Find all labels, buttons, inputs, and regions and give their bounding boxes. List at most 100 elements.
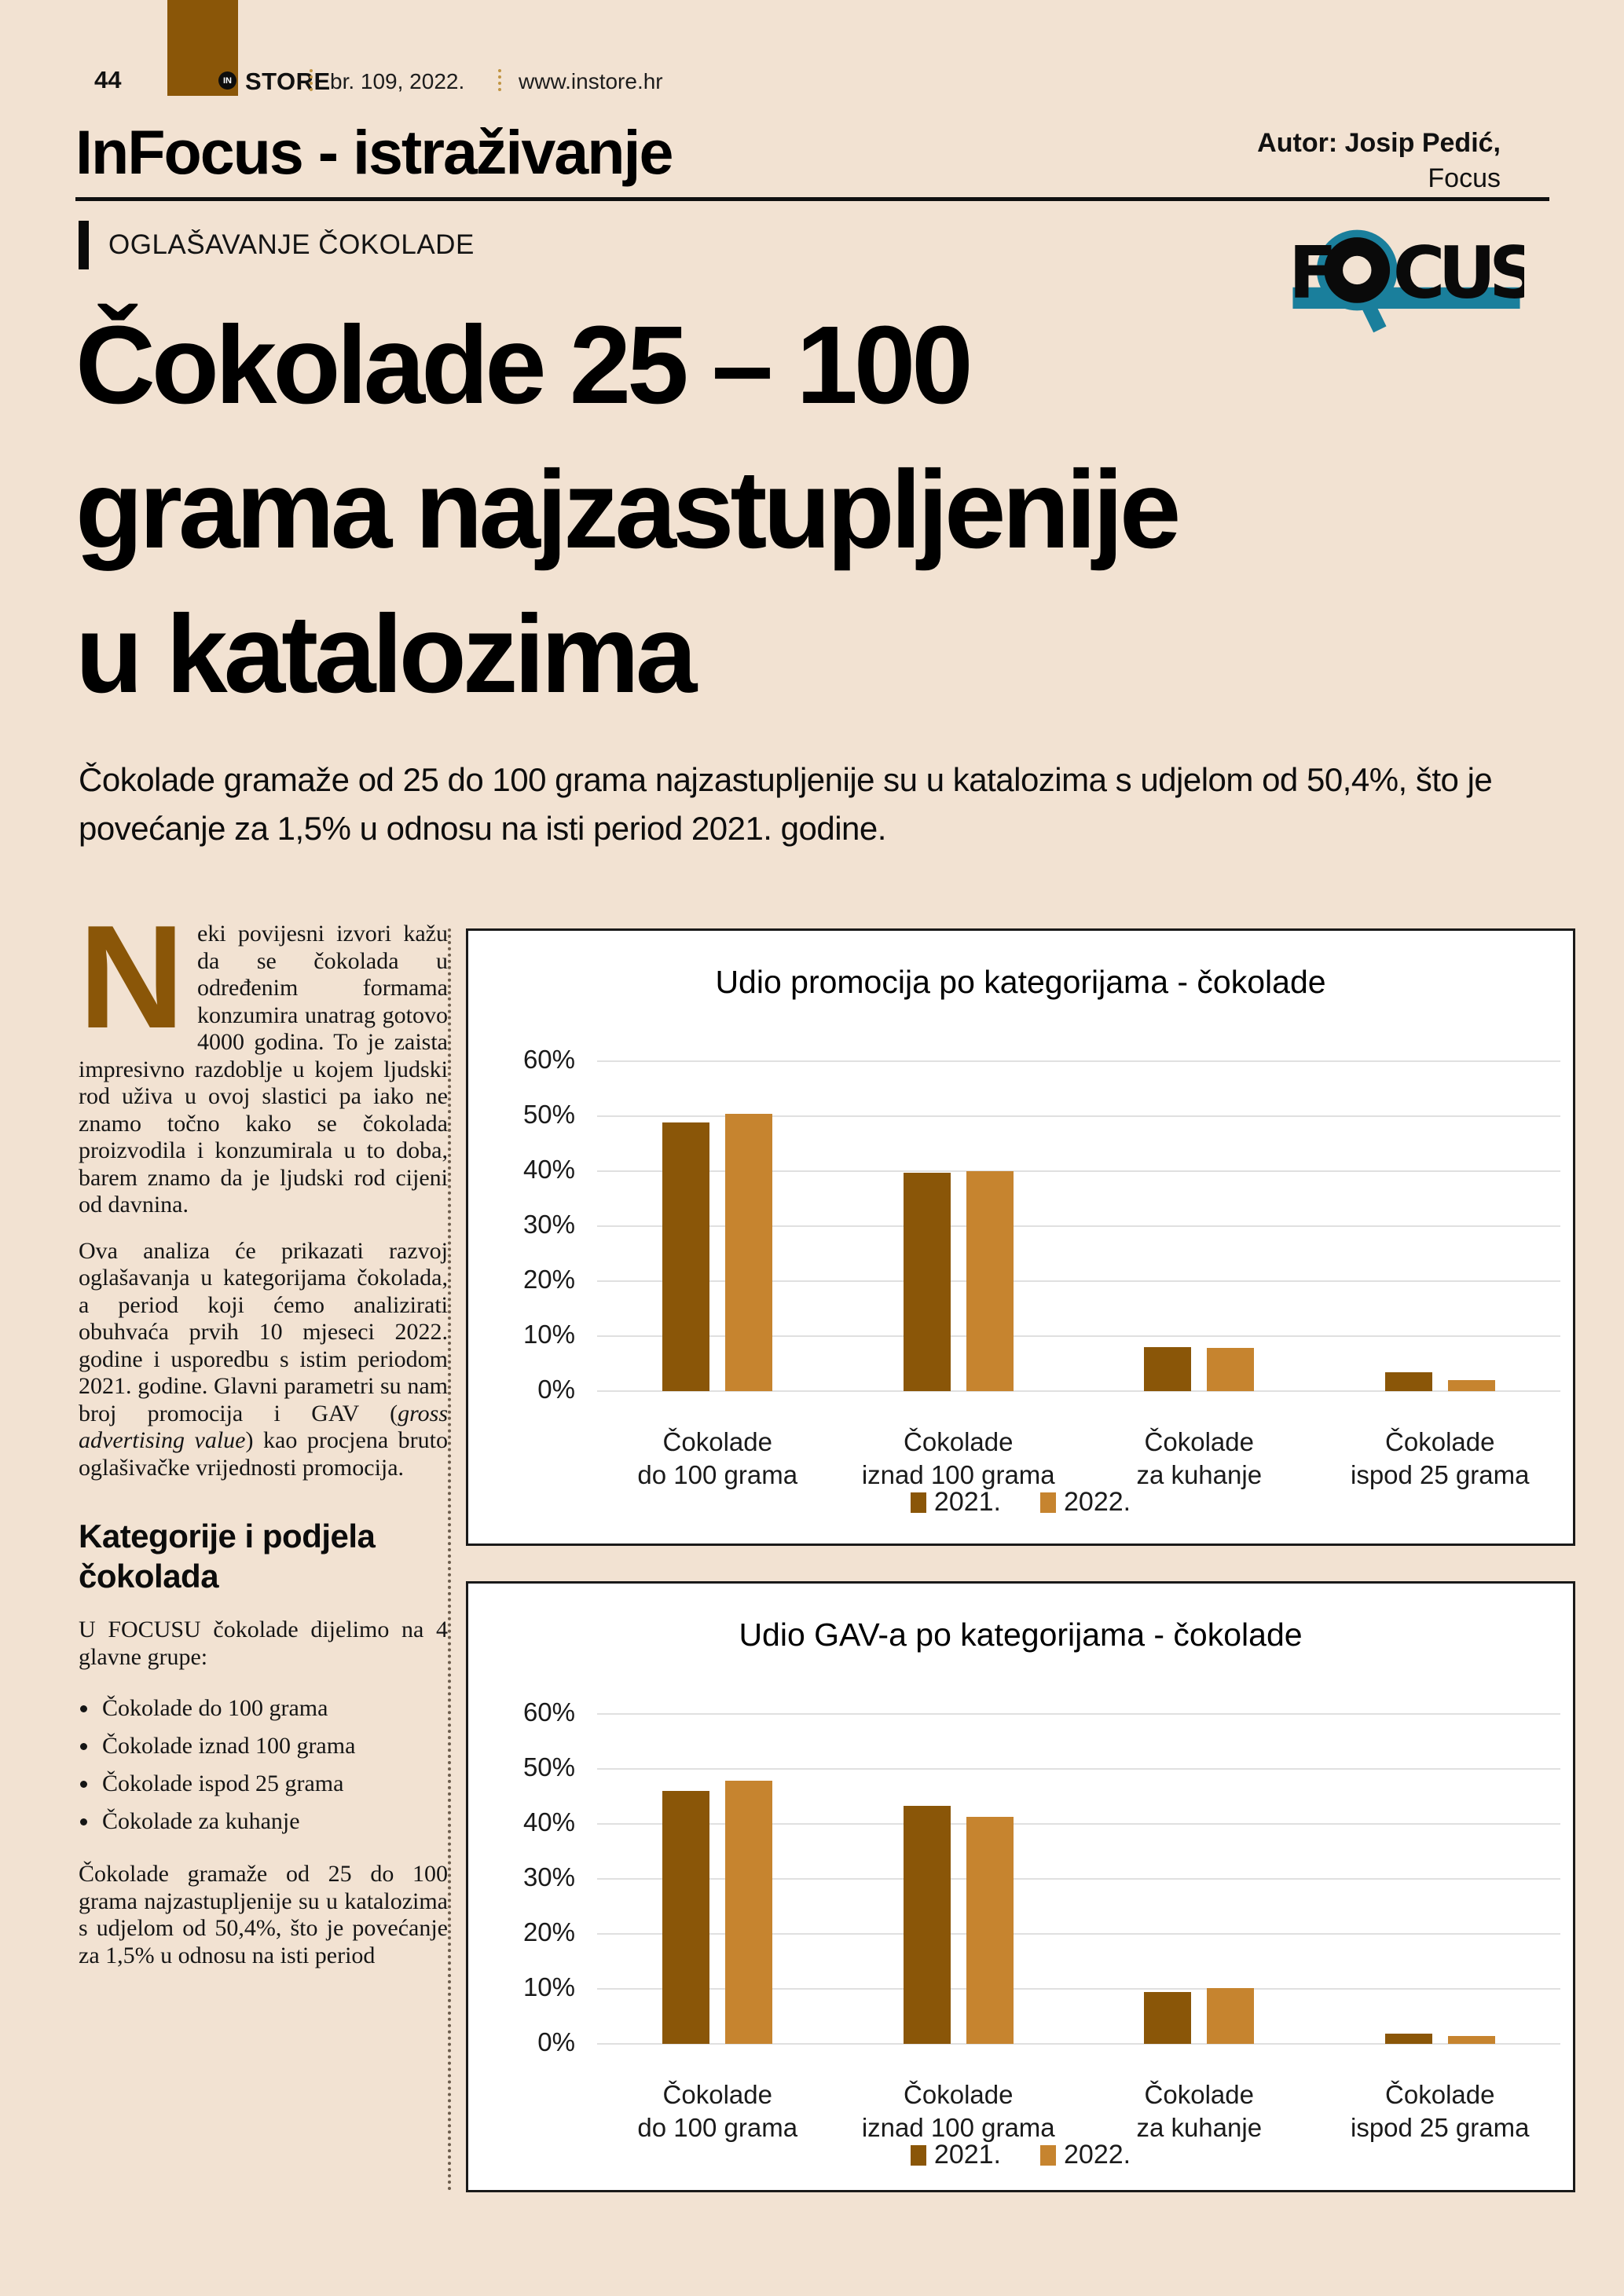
- legend-label: 2022.: [1064, 1487, 1131, 1517]
- y-tick-label: 40%: [522, 1155, 575, 1184]
- chart-legend: 2021. 2022.: [468, 1487, 1573, 1518]
- gridline: [597, 1170, 1560, 1172]
- category-label-line: Čokolade: [1144, 2080, 1254, 2109]
- author-name: Autor: Josip Pedić,: [1257, 128, 1501, 158]
- chart-title: Udio GAV-a po kategorijama - čokolade: [739, 1617, 1303, 1653]
- kicker-bar: [79, 221, 89, 269]
- bar-2022: [1447, 2036, 1495, 2044]
- y-tick-label: 0%: [537, 2027, 575, 2056]
- chart-category-labels: Čokolade do 100 grama Čokolade iznad 100 gr…: [597, 2078, 1560, 2144]
- y-tick-label: 30%: [522, 1862, 575, 1891]
- headline-line3: u katalozima: [75, 591, 697, 716]
- column-divider: [448, 928, 451, 2192]
- bar-2022: [966, 1171, 1014, 1391]
- y-tick-label: 0%: [537, 1375, 575, 1404]
- paragraph-3: U FOCUSU čokolade dijelimo na 4 glavne g…: [79, 1617, 448, 1670]
- page-number: 44: [94, 66, 122, 93]
- author-company: Focus: [1428, 163, 1501, 193]
- category-label-line: Čokolade: [662, 2080, 772, 2109]
- paragraph-2: Ova analiza će prikazati razvoj oglašava…: [79, 1238, 448, 1482]
- article-headline: Čokolade 25 – 100 grama najzastupljenije…: [75, 292, 1181, 726]
- category-label: Čokolade za kuhanje: [1079, 2078, 1320, 2144]
- category-label: Čokolade iznad 100 grama: [838, 1426, 1080, 1492]
- category-bullet-list: Čokolade do 100 grama Čokolade iznad 100…: [79, 1690, 448, 1840]
- legend-item: 2021.: [910, 1487, 1001, 1518]
- bar-2022: [725, 1781, 773, 2044]
- y-tick-label: 50%: [522, 1100, 575, 1129]
- gridline: [597, 1115, 1560, 1117]
- logo-letter-f: F: [1289, 233, 1337, 315]
- category-label: Čokolade za kuhanje: [1079, 1426, 1320, 1492]
- list-item: Čokolade ispod 25 grama: [99, 1765, 448, 1803]
- in-badge-icon: IN: [218, 71, 236, 90]
- legend-label: 2021.: [933, 1487, 1001, 1517]
- legend-label: 2021.: [933, 2140, 1001, 2170]
- category-label: Čokolade do 100 grama: [597, 2078, 838, 2144]
- bar-2021: [662, 1791, 710, 2044]
- legend-item: 2021.: [910, 2140, 1001, 2170]
- list-item: Čokolade za kuhanje: [99, 1803, 448, 1840]
- category-label: Čokolade do 100 grama: [597, 1426, 838, 1492]
- category-label: Čokolade iznad 100 grama: [838, 2078, 1080, 2144]
- chart-plot-area: 0% 10% 20% 30% 40% 50% 60%: [523, 1045, 1560, 1404]
- bar-2021: [662, 1122, 710, 1391]
- gridline: [597, 1335, 1560, 1337]
- gridline: [597, 1280, 1560, 1282]
- kicker-label: OGLAŠAVANJE ČOKOLADE: [108, 229, 475, 260]
- gridline: [597, 1225, 1560, 1227]
- paragraph-4: Čokolade gramaže od 25 do 100 grama najz…: [79, 1861, 448, 1968]
- chart-category-labels: Čokolade do 100 grama Čokolade iznad 100 gr…: [597, 1426, 1560, 1492]
- header-separator: [310, 69, 313, 91]
- category-label-line: do 100 grama: [637, 1460, 798, 1489]
- bar-2022: [725, 1114, 773, 1391]
- brand-rectangle: IN: [167, 0, 238, 96]
- header-rule: [75, 197, 1549, 201]
- website-label: www.instore.hr: [519, 69, 663, 93]
- focus-logo: F CUS: [1289, 229, 1524, 333]
- bar-2022: [1207, 1348, 1255, 1391]
- paragraph-2-italic: gross advertising value: [79, 1400, 448, 1454]
- legend-swatch: [910, 1492, 926, 1513]
- category-label-line: iznad 100 grama: [861, 1460, 1055, 1489]
- gridline: [597, 1933, 1560, 1935]
- bar-2021: [1144, 1347, 1192, 1391]
- bar-2022: [1207, 1987, 1255, 2044]
- issue-label: br. 109, 2022.: [330, 69, 465, 93]
- category-label-line: ispod 25 grama: [1351, 2113, 1530, 2142]
- magnifier-lens-icon: [1324, 237, 1391, 303]
- paragraph-2-text-end: ) kao procjena bruto oglašivačke vrijedn…: [79, 1427, 449, 1481]
- category-label-line: Čokolade: [1385, 2080, 1495, 2109]
- category-label-line: do 100 grama: [637, 2113, 798, 2142]
- chart-title: Udio promocija po kategorijama - čokolad…: [715, 964, 1326, 1000]
- y-tick-label: 10%: [522, 1972, 575, 2001]
- category-label-line: Čokolade: [1385, 1427, 1495, 1456]
- gridline: [597, 1878, 1560, 1880]
- drop-cap: N: [79, 895, 185, 1059]
- category-label-line: Čokolade: [904, 2080, 1014, 2109]
- chart-plot-area: 0% 10% 20% 30% 40% 50% 60%: [523, 1697, 1560, 2056]
- legend-label: 2022.: [1064, 2140, 1131, 2170]
- y-tick-label: 60%: [522, 1045, 575, 1074]
- category-label-line: ispod 25 grama: [1351, 1460, 1530, 1489]
- chart-gav-share: Udio GAV-a po kategorijama - čokolade 0%…: [466, 1581, 1575, 2192]
- gridline: [597, 1823, 1560, 1825]
- rubric-title: InFocus - istraživanje: [75, 117, 673, 187]
- category-label: Čokolade ispod 25 grama: [1320, 1426, 1561, 1492]
- bar-2021: [1384, 2034, 1432, 2044]
- header-separator: [498, 69, 501, 91]
- column-subheading: Kategorije i podjela čokolada: [79, 1518, 376, 1595]
- headline-line1: Čokolade 25 – 100: [75, 302, 973, 427]
- bar-2021: [903, 1805, 951, 2044]
- logo-letters-cus: CUS: [1393, 233, 1524, 315]
- brand-name: STORE: [245, 68, 331, 95]
- category-label-line: iznad 100 grama: [861, 2113, 1055, 2142]
- category-label-line: za kuhanje: [1136, 2113, 1263, 2142]
- gridline: [597, 1060, 1560, 1062]
- y-tick-label: 30%: [522, 1210, 575, 1239]
- gridline: [597, 1988, 1560, 1990]
- bar-2022: [966, 1816, 1014, 2044]
- legend-item: 2022.: [1040, 1487, 1131, 1518]
